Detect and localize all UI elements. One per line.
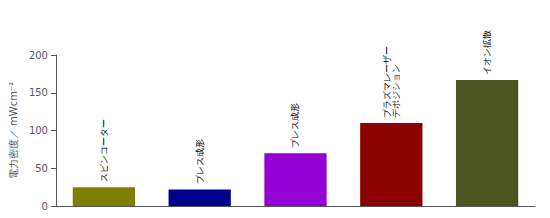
svg-text:プレス成形: プレス成形 [195, 139, 205, 184]
svg-text:150: 150 [29, 87, 48, 98]
svg-text:プレス成形: プレス成形 [290, 103, 300, 148]
svg-text:プラズマレーザー: プラズマレーザー [381, 45, 392, 118]
svg-text:イオン拡散: イオン拡散 [482, 30, 492, 75]
svg-text:スピンコーター: スピンコーター [99, 119, 109, 182]
svg-text:50: 50 [35, 163, 48, 174]
svg-text:100: 100 [29, 125, 48, 136]
svg-text:デポジション: デポジション [391, 64, 401, 118]
svg-text:電力密度／ mWcm⁻²: 電力密度／ mWcm⁻² [8, 82, 19, 179]
svg-text:200: 200 [29, 50, 48, 61]
svg-text:0: 0 [42, 201, 48, 212]
